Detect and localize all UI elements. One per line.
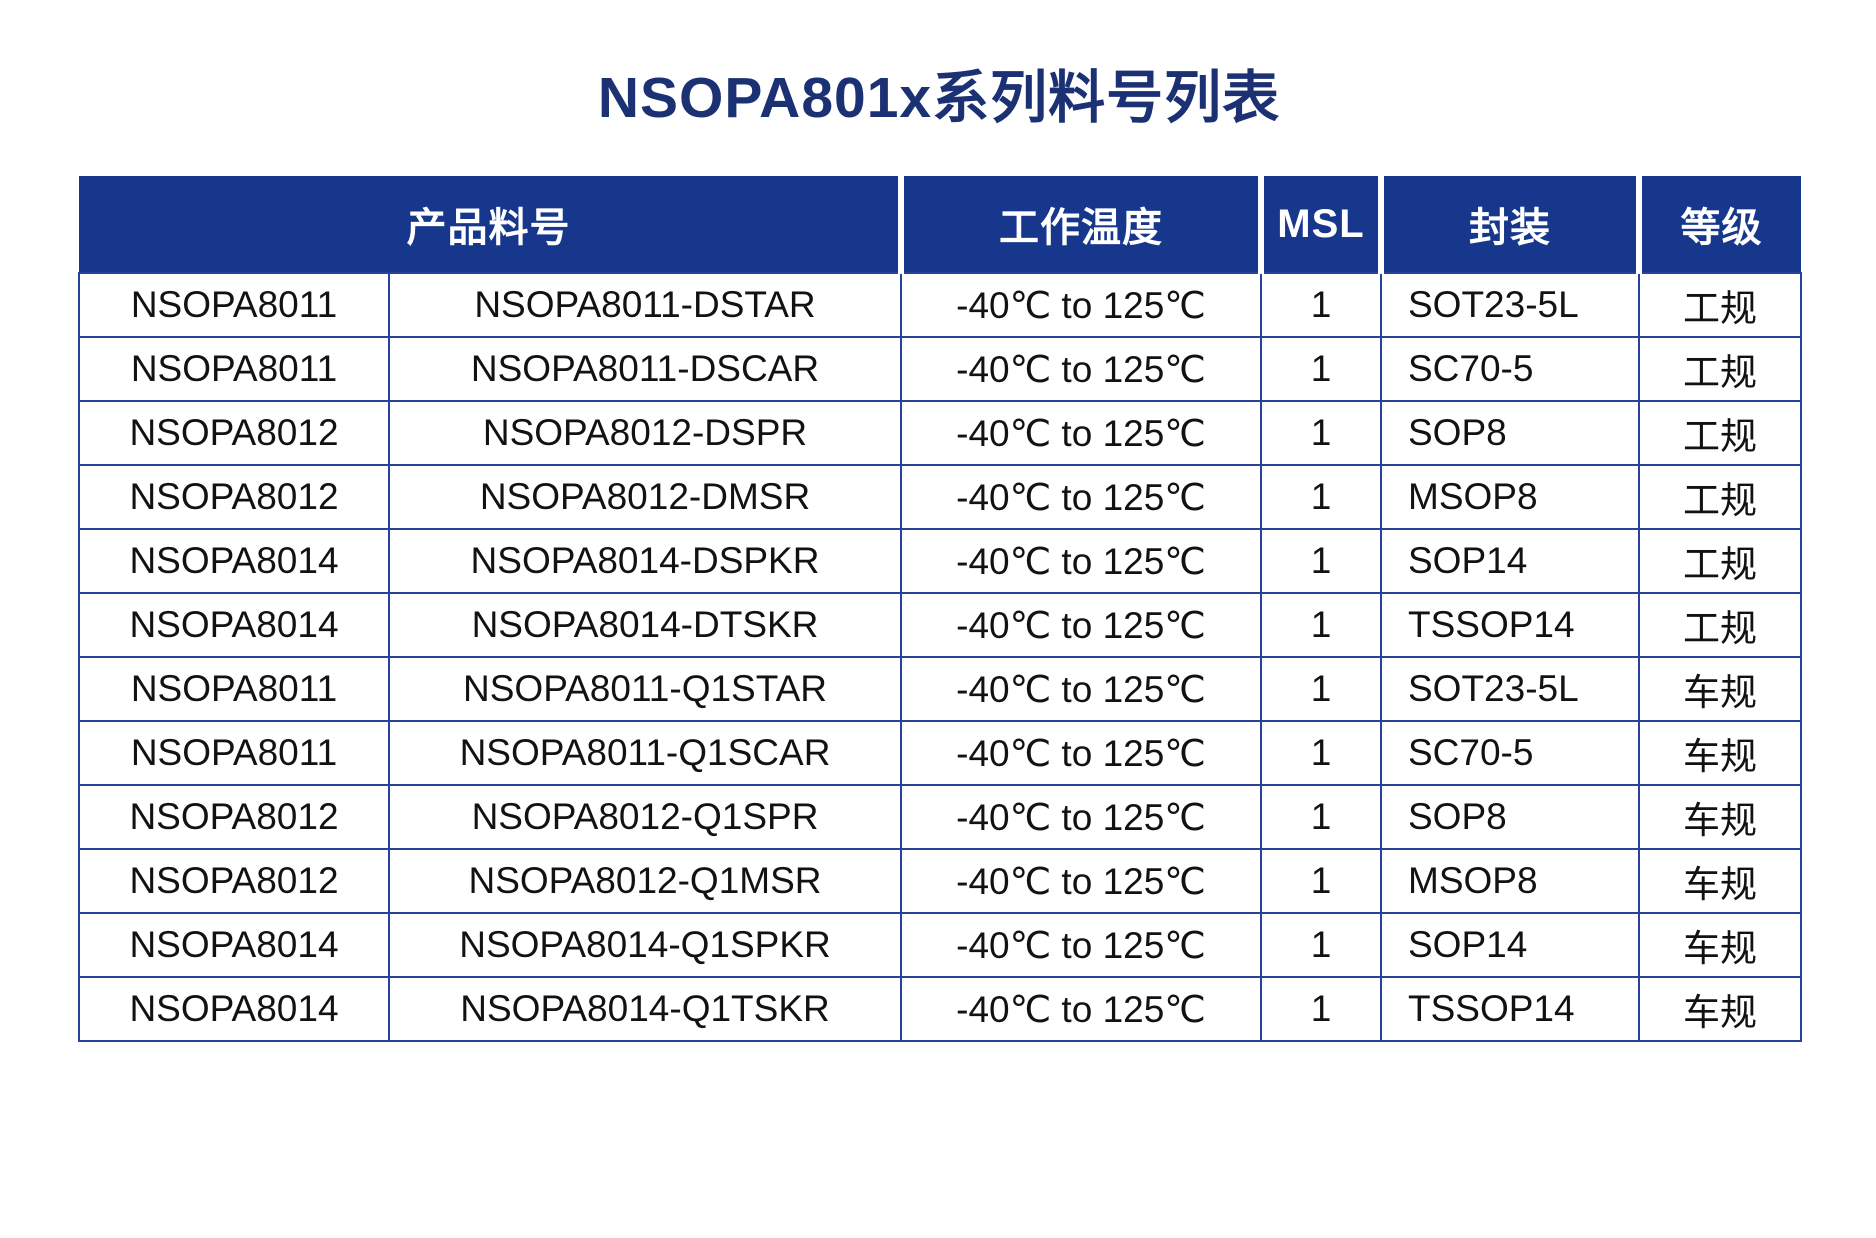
page-title: NSOPA801x系列料号列表: [597, 66, 1281, 130]
cell-part-number: NSOPA8014-Q1SPKR: [388, 912, 902, 978]
table-row: NSOPA8012 NSOPA8012-DMSR -40℃ to 125℃ 1 …: [78, 464, 1802, 530]
cell-part-number: NSOPA8014-DTSKR: [388, 592, 902, 658]
cell-package: SOP14: [1380, 528, 1640, 594]
cell-grade: 车规: [1638, 784, 1802, 850]
cell-grade: 工规: [1638, 336, 1802, 402]
cell-operating-temp: -40℃ to 125℃: [900, 336, 1262, 402]
table-row: NSOPA8011 NSOPA8011-DSTAR -40℃ to 125℃ 1…: [78, 272, 1802, 338]
table-row: NSOPA8012 NSOPA8012-Q1MSR -40℃ to 125℃ 1…: [78, 848, 1802, 914]
cell-msl: 1: [1260, 464, 1382, 530]
cell-package: SOT23-5L: [1380, 656, 1640, 722]
cell-package: TSSOP14: [1380, 592, 1640, 658]
cell-package: SOP8: [1380, 400, 1640, 466]
cell-operating-temp: -40℃ to 125℃: [900, 848, 1262, 914]
cell-part-number: NSOPA8014-DSPKR: [388, 528, 902, 594]
cell-part-number: NSOPA8011-Q1STAR: [388, 656, 902, 722]
cell-grade: 车规: [1638, 848, 1802, 914]
cell-grade: 工规: [1638, 464, 1802, 530]
table-row: NSOPA8011 NSOPA8011-DSCAR -40℃ to 125℃ 1…: [78, 336, 1802, 402]
header-msl: MSL: [1258, 176, 1381, 273]
cell-series: NSOPA8011: [78, 720, 390, 786]
cell-package: TSSOP14: [1380, 976, 1640, 1042]
table-row: NSOPA8014 NSOPA8014-DTSKR -40℃ to 125℃ 1…: [78, 592, 1802, 658]
cell-part-number: NSOPA8014-Q1TSKR: [388, 976, 902, 1042]
cell-operating-temp: -40℃ to 125℃: [900, 656, 1262, 722]
cell-operating-temp: -40℃ to 125℃: [900, 464, 1262, 530]
cell-grade: 车规: [1638, 720, 1802, 786]
cell-operating-temp: -40℃ to 125℃: [900, 592, 1262, 658]
cell-part-number: NSOPA8012-DMSR: [388, 464, 902, 530]
cell-msl: 1: [1260, 400, 1382, 466]
cell-grade: 车规: [1638, 912, 1802, 978]
cell-series: NSOPA8014: [78, 528, 390, 594]
cell-msl: 1: [1260, 656, 1382, 722]
table-row: NSOPA8014 NSOPA8014-DSPKR -40℃ to 125℃ 1…: [78, 528, 1802, 594]
cell-msl: 1: [1260, 528, 1382, 594]
cell-operating-temp: -40℃ to 125℃: [900, 784, 1262, 850]
table-row: NSOPA8014 NSOPA8014-Q1SPKR -40℃ to 125℃ …: [78, 912, 1802, 978]
cell-grade: 工规: [1638, 400, 1802, 466]
cell-part-number: NSOPA8012-Q1MSR: [388, 848, 902, 914]
cell-package: SC70-5: [1380, 720, 1640, 786]
cell-series: NSOPA8012: [78, 848, 390, 914]
cell-msl: 1: [1260, 784, 1382, 850]
cell-part-number: NSOPA8012-DSPR: [388, 400, 902, 466]
cell-package: MSOP8: [1380, 464, 1640, 530]
header-product-part: 产品料号: [79, 176, 901, 273]
cell-msl: 1: [1260, 592, 1382, 658]
cell-part-number: NSOPA8012-Q1SPR: [388, 784, 902, 850]
cell-series: NSOPA8014: [78, 976, 390, 1042]
cell-part-number: NSOPA8011-Q1SCAR: [388, 720, 902, 786]
cell-series: NSOPA8012: [78, 784, 390, 850]
cell-series: NSOPA8011: [78, 336, 390, 402]
cell-series: NSOPA8012: [78, 400, 390, 466]
cell-operating-temp: -40℃ to 125℃: [900, 720, 1262, 786]
cell-grade: 工规: [1638, 272, 1802, 338]
cell-part-number: NSOPA8011-DSCAR: [388, 336, 902, 402]
cell-series: NSOPA8014: [78, 912, 390, 978]
cell-series: NSOPA8012: [78, 464, 390, 530]
table-row: NSOPA8014 NSOPA8014-Q1TSKR -40℃ to 125℃ …: [78, 976, 1802, 1042]
cell-operating-temp: -40℃ to 125℃: [900, 912, 1262, 978]
cell-part-number: NSOPA8011-DSTAR: [388, 272, 902, 338]
cell-grade: 工规: [1638, 528, 1802, 594]
cell-operating-temp: -40℃ to 125℃: [900, 528, 1262, 594]
table-row: NSOPA8011 NSOPA8011-Q1SCAR -40℃ to 125℃ …: [78, 720, 1802, 786]
cell-series: NSOPA8011: [78, 272, 390, 338]
cell-series: NSOPA8014: [78, 592, 390, 658]
table-row: NSOPA8012 NSOPA8012-DSPR -40℃ to 125℃ 1 …: [78, 400, 1802, 466]
header-operating-temp: 工作温度: [898, 176, 1261, 273]
cell-msl: 1: [1260, 976, 1382, 1042]
part-number-table: 产品料号 工作温度 MSL 封装 等级 NSOPA8011 NSOPA8011-…: [78, 176, 1802, 1042]
cell-operating-temp: -40℃ to 125℃: [900, 400, 1262, 466]
cell-series: NSOPA8011: [78, 656, 390, 722]
cell-msl: 1: [1260, 848, 1382, 914]
cell-package: MSOP8: [1380, 848, 1640, 914]
cell-grade: 车规: [1638, 656, 1802, 722]
cell-package: SOP14: [1380, 912, 1640, 978]
cell-package: SOT23-5L: [1380, 272, 1640, 338]
cell-msl: 1: [1260, 272, 1382, 338]
cell-msl: 1: [1260, 912, 1382, 978]
cell-msl: 1: [1260, 720, 1382, 786]
table-header-row: 产品料号 工作温度 MSL 封装 等级: [79, 176, 1801, 273]
table-row: NSOPA8012 NSOPA8012-Q1SPR -40℃ to 125℃ 1…: [78, 784, 1802, 850]
header-package: 封装: [1378, 176, 1639, 273]
cell-msl: 1: [1260, 336, 1382, 402]
cell-grade: 车规: [1638, 976, 1802, 1042]
cell-package: SOP8: [1380, 784, 1640, 850]
table-row: NSOPA8011 NSOPA8011-Q1STAR -40℃ to 125℃ …: [78, 656, 1802, 722]
cell-operating-temp: -40℃ to 125℃: [900, 976, 1262, 1042]
cell-operating-temp: -40℃ to 125℃: [900, 272, 1262, 338]
header-grade: 等级: [1636, 176, 1801, 273]
cell-package: SC70-5: [1380, 336, 1640, 402]
cell-grade: 工规: [1638, 592, 1802, 658]
